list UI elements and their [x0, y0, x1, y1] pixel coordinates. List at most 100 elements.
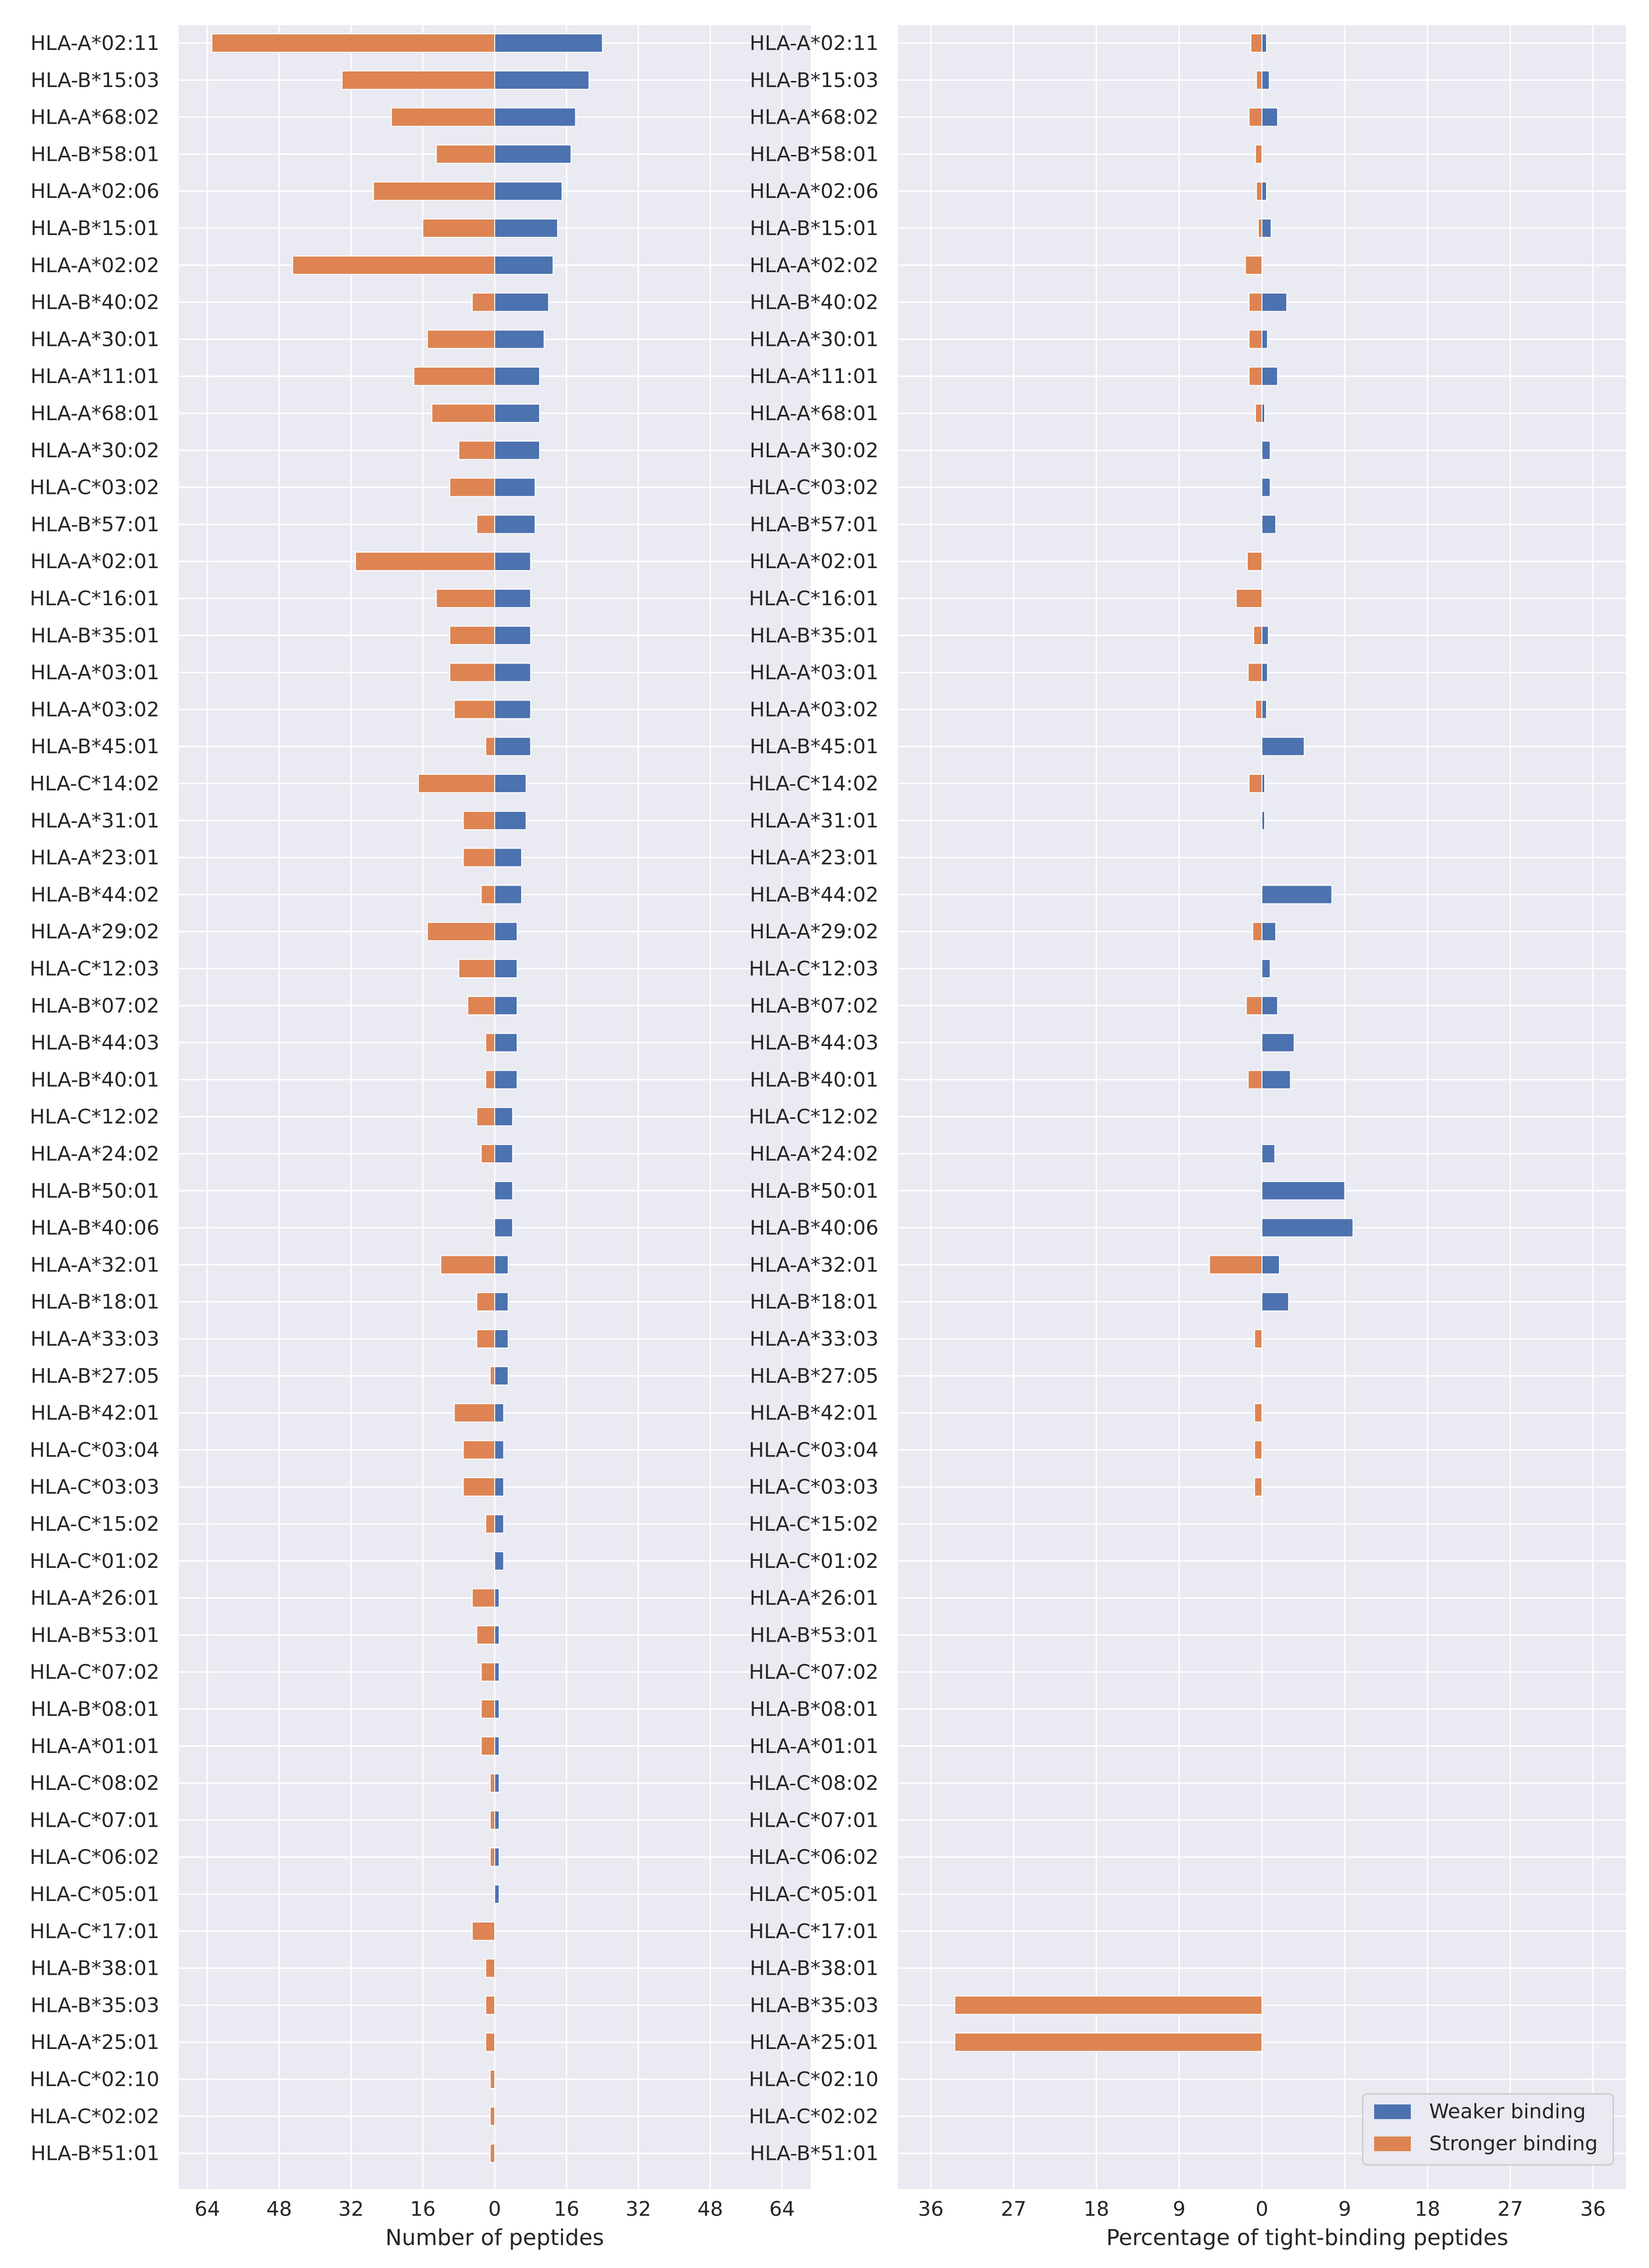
- bar-stronger-binding: [1257, 219, 1263, 238]
- y-tick-label: HLA-A*24:02: [30, 1142, 159, 1166]
- bar-stronger-binding: [1255, 700, 1263, 719]
- y-tick-label: HLA-A*02:01: [749, 550, 879, 573]
- y-tick-label: HLA-C*07:01: [30, 1808, 159, 1832]
- bar-weaker-binding: [1261, 774, 1266, 793]
- bar-stronger-binding: [1253, 625, 1263, 645]
- bar-weaker-binding: [494, 1625, 500, 1645]
- bar-weaker-binding: [494, 1292, 509, 1312]
- bar-stronger-binding: [418, 774, 496, 793]
- bar-weaker-binding: [1261, 737, 1305, 756]
- bar-weaker-binding: [1261, 1181, 1345, 1200]
- bar-weaker-binding: [494, 1588, 500, 1608]
- y-tick-label: HLA-A*29:02: [30, 920, 159, 943]
- y-tick-label: HLA-B*51:01: [750, 2142, 879, 2165]
- y-tick-label: HLA-B*53:01: [750, 1623, 879, 1647]
- bar-weaker-binding: [1261, 70, 1270, 90]
- bar-stronger-binding: [458, 959, 495, 978]
- bar-stronger-binding: [463, 848, 495, 867]
- bar-stronger-binding: [1245, 255, 1263, 275]
- bar-stronger-binding: [490, 2070, 495, 2089]
- y-tick-label: HLA-A*26:01: [749, 1587, 879, 1610]
- bar-weaker-binding: [494, 1218, 513, 1238]
- y-tick-label: HLA-A*02:02: [30, 254, 159, 277]
- bar-stronger-binding: [490, 1810, 495, 1830]
- bar-weaker-binding: [1261, 1292, 1289, 1312]
- y-tick-label: HLA-C*16:01: [749, 587, 879, 610]
- y-tick-label: HLA-A*32:01: [30, 1253, 159, 1276]
- x-tick-label: 32: [338, 2197, 364, 2221]
- bar-weaker-binding: [1261, 996, 1278, 1015]
- bar-weaker-binding: [1261, 329, 1268, 349]
- bar-stronger-binding: [426, 329, 496, 349]
- y-tick-label: HLA-C*12:02: [749, 1105, 879, 1129]
- bar-stronger-binding: [471, 1588, 495, 1608]
- bar-weaker-binding: [1261, 1144, 1276, 1163]
- bar-stronger-binding: [481, 1699, 495, 1719]
- bar-weaker-binding: [494, 1736, 500, 1756]
- bar-stronger-binding: [1254, 1440, 1263, 1460]
- y-tick-label: HLA-C*12:03: [30, 957, 159, 981]
- y-tick-label: HLA-C*02:02: [30, 2105, 159, 2128]
- y-tick-label: HLA-B*58:01: [31, 142, 159, 166]
- bar-weaker-binding: [494, 1662, 500, 1682]
- bar-weaker-binding: [494, 404, 541, 423]
- bar-stronger-binding: [1245, 996, 1263, 1015]
- y-tick-label: HLA-B*44:03: [750, 1031, 879, 1055]
- y-tick-label: HLA-A*68:02: [30, 106, 159, 129]
- bar-weaker-binding: [1261, 515, 1277, 534]
- x-tick-label: 27: [1001, 2197, 1027, 2221]
- bar-stronger-binding: [481, 885, 495, 904]
- bar-stronger-binding: [1252, 922, 1263, 942]
- bar-stronger-binding: [490, 2143, 495, 2163]
- x-tick-label: 0: [1256, 2197, 1268, 2221]
- bar-weaker-binding: [494, 1885, 500, 1904]
- y-tick-label: HLA-B*50:01: [31, 1179, 159, 1203]
- bar-weaker-binding: [1261, 885, 1332, 904]
- y-tick-label: HLA-C*08:02: [749, 1772, 879, 1795]
- y-tick-label: HLA-A*33:03: [749, 1327, 879, 1351]
- y-tick-label: HLA-C*15:02: [749, 1512, 879, 1536]
- y-tick-label: HLA-C*03:04: [749, 1438, 879, 1462]
- x-axis-label-left: Number of peptides: [385, 2225, 604, 2251]
- bar-weaker-binding: [494, 552, 531, 571]
- bar-weaker-binding: [494, 1070, 518, 1090]
- bar-weaker-binding: [1261, 33, 1267, 53]
- x-tick-label: 64: [195, 2197, 220, 2221]
- y-tick-label: HLA-C*03:02: [749, 476, 879, 499]
- bar-stronger-binding: [449, 625, 495, 645]
- bar-weaker-binding: [494, 1107, 513, 1127]
- x-tick-label: 0: [488, 2197, 501, 2221]
- y-tick-label: HLA-B*35:01: [750, 624, 879, 647]
- y-tick-label: HLA-A*03:01: [749, 661, 879, 685]
- y-tick-label: HLA-A*31:01: [30, 809, 159, 833]
- bar-stronger-binding: [1250, 33, 1263, 53]
- bar-stronger-binding: [485, 2032, 496, 2052]
- y-tick-label: HLA-B*27:05: [750, 1364, 879, 1388]
- bar-weaker-binding: [494, 1255, 509, 1275]
- y-tick-label: HLA-C*15:02: [30, 1512, 159, 1536]
- bar-weaker-binding: [494, 1847, 500, 1867]
- bar-stronger-binding: [1248, 367, 1263, 386]
- y-tick-label: HLA-C*01:02: [749, 1550, 879, 1573]
- bar-weaker-binding: [1261, 1033, 1295, 1052]
- y-tick-label: HLA-A*03:02: [749, 698, 879, 721]
- bar-weaker-binding: [494, 1366, 509, 1386]
- y-tick-label: HLA-C*06:02: [749, 1846, 879, 1869]
- y-tick-label: HLA-B*45:01: [31, 735, 159, 758]
- y-tick-label: HLA-B*40:02: [31, 291, 159, 314]
- bar-weaker-binding: [494, 144, 572, 164]
- bar-stronger-binding: [954, 1995, 1262, 2015]
- bar-weaker-binding: [494, 1329, 509, 1348]
- y-tick-label: HLA-B*35:03: [750, 1994, 879, 2017]
- x-tick-label: 36: [918, 2197, 944, 2221]
- y-tick-label: HLA-B*27:05: [31, 1364, 159, 1388]
- bar-stronger-binding: [436, 589, 496, 608]
- x-tick-label: 48: [698, 2197, 723, 2221]
- x-tick-label: 27: [1497, 2197, 1523, 2221]
- y-tick-label: HLA-B*58:01: [750, 142, 879, 166]
- bar-stronger-binding: [458, 440, 495, 460]
- y-tick-label: HLA-C*16:01: [30, 587, 159, 610]
- x-tick-label: 9: [1173, 2197, 1185, 2221]
- x-tick-label: 18: [1084, 2197, 1109, 2221]
- y-tick-label: HLA-C*12:03: [749, 957, 879, 981]
